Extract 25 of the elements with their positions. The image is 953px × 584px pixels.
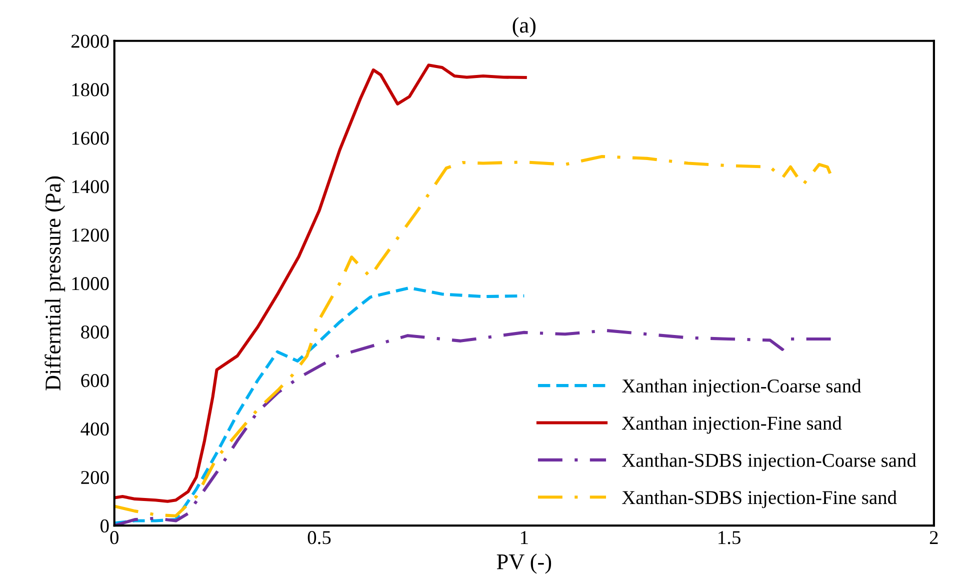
x-tick-label: 0 [110, 531, 118, 544]
chart-title: (a) [512, 17, 536, 38]
y-tick-label: 2000 [71, 34, 109, 48]
x-axis-title: PV (-) [496, 554, 552, 574]
y-tick-label: 400 [80, 422, 109, 436]
x-tick-label: 0.5 [308, 531, 331, 544]
legend-label: Xanthan-SDBS injection-Fine sand [622, 490, 897, 508]
y-tick-label: 1400 [72, 180, 109, 194]
line-series [114, 64, 527, 503]
legend-label: Xanthan injection-Coarse sand [622, 378, 862, 397]
y-tick-label: 800 [81, 326, 109, 339]
x-tick-label: 2 [930, 531, 938, 544]
y-tick-label: 1000 [72, 277, 109, 290]
y-tick-label: 1600 [72, 132, 109, 145]
legend-label: Xanthan injection-Fine sand [622, 416, 842, 434]
y-tick-label: 1800 [72, 83, 109, 96]
y-tick-label: 0 [100, 519, 109, 533]
legend-label: Xanthan-SDBS injection-Coarse sand [622, 453, 916, 471]
y-tick-label: 600 [81, 374, 109, 388]
x-tick-label: 1.5 [718, 531, 740, 544]
line-series [114, 286, 526, 525]
x-tick-label: 1 [521, 531, 528, 544]
y-axis-title: Differntial pressure (Pa) [44, 176, 66, 390]
y-tick-label: 1200 [72, 228, 109, 242]
y-tick-label: 200 [81, 470, 109, 484]
